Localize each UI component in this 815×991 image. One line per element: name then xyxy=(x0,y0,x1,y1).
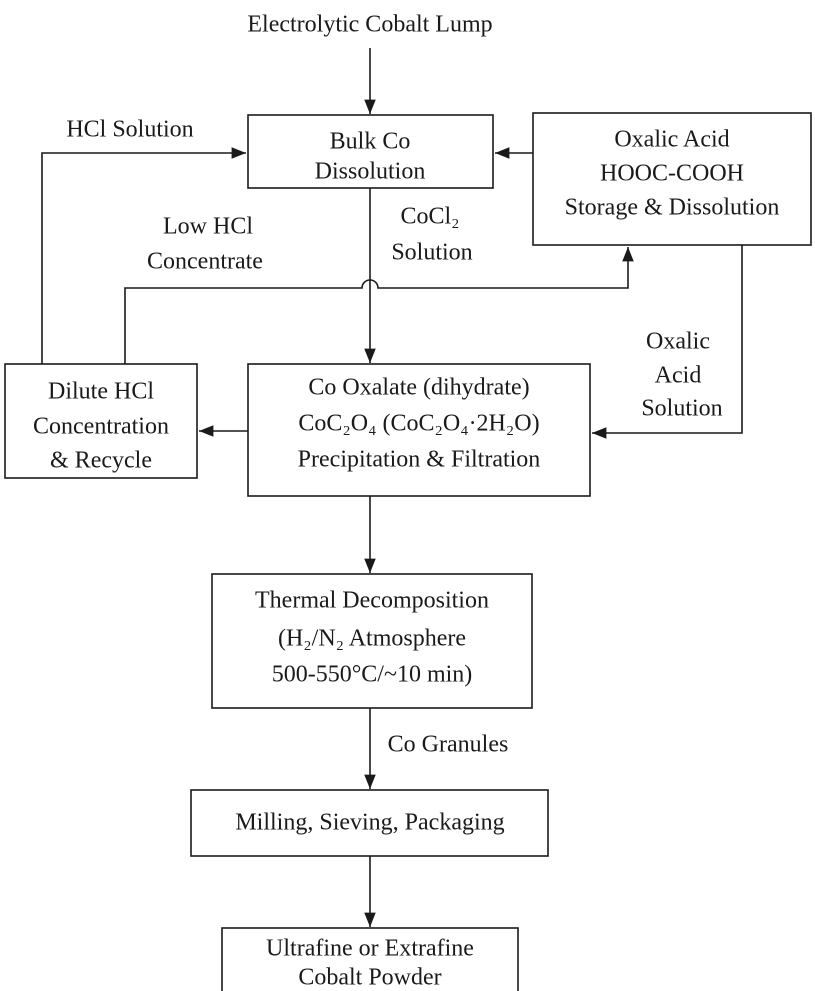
edge-label: CoCl₂ xyxy=(400,204,459,230)
node-text: Precipitation & Filtration xyxy=(298,447,541,473)
node-text: Thermal Decomposition xyxy=(255,588,489,614)
node-text: & Recycle xyxy=(50,448,152,474)
node-text: Storage & Dissolution xyxy=(565,195,780,221)
edge-label: Co Granules xyxy=(388,732,509,758)
input-label: Electrolytic Cobalt Lump xyxy=(247,12,492,38)
node-box xyxy=(4,363,198,479)
labels: Electrolytic Cobalt Lump Bulk Co Dissolu… xyxy=(33,12,779,991)
node-text: Oxalic Acid xyxy=(614,127,729,153)
node-text: Dilute HCl xyxy=(48,379,154,405)
node-text: Milling, Sieving, Packaging xyxy=(235,810,504,836)
node-text: Cobalt Powder xyxy=(298,965,441,991)
edge-label: Low HCl xyxy=(163,214,253,240)
edge-label: Solution xyxy=(391,240,472,266)
boxes xyxy=(4,112,812,991)
node-text: Dissolution xyxy=(315,159,426,185)
node-text: Co Oxalate (dihydrate) xyxy=(308,375,529,401)
node-text: Bulk Co xyxy=(330,129,411,155)
node-text: CoC₂O₄ (CoC₂O₄·2H₂O) xyxy=(298,411,539,437)
edge-label: Oxalic xyxy=(646,329,710,355)
edge-label: Concentrate xyxy=(147,249,263,275)
node-box xyxy=(211,573,533,709)
edge-label: Acid xyxy=(655,363,702,389)
node-box xyxy=(247,363,591,497)
arrow xyxy=(41,147,246,364)
arrow xyxy=(592,245,743,439)
connectors xyxy=(41,48,743,927)
node-box xyxy=(247,114,494,189)
node-text: (H₂/N₂ Atmosphere xyxy=(278,626,466,652)
node-text: 500-550°C/~10 min) xyxy=(272,662,473,688)
edge-label: Solution xyxy=(641,396,722,422)
node-text: Concentration xyxy=(33,414,169,440)
node-box xyxy=(190,789,549,857)
node-text: HOOC-COOH xyxy=(600,161,744,187)
node-text: Ultrafine or Extrafine xyxy=(266,936,474,962)
node-box xyxy=(221,927,519,991)
edge-label: HCl Solution xyxy=(66,117,193,143)
node-box xyxy=(532,112,812,246)
